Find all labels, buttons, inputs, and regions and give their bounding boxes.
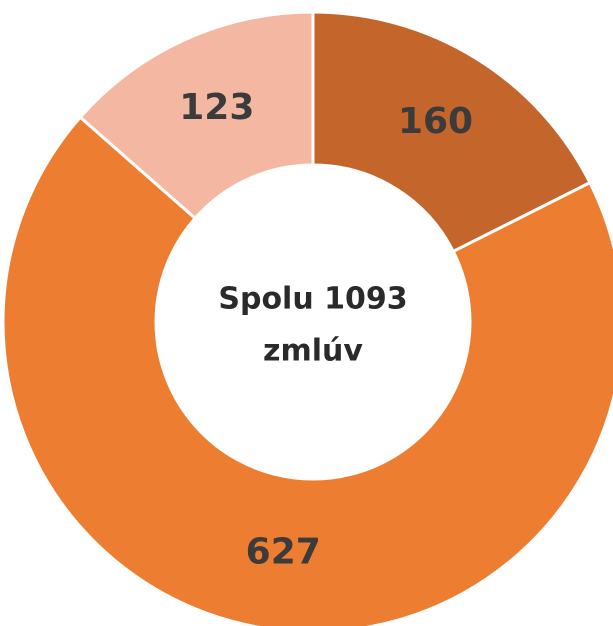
slices: [1, 10, 613, 626]
slice: [311, 10, 592, 254]
value-label: 627: [246, 532, 321, 573]
slice: [1, 115, 613, 626]
center-label: zmlúv: [263, 334, 363, 369]
slice: [78, 10, 315, 221]
center-label: Spolu 1093: [218, 282, 407, 317]
value-label: 160: [398, 101, 473, 142]
value-label: 123: [179, 87, 254, 128]
